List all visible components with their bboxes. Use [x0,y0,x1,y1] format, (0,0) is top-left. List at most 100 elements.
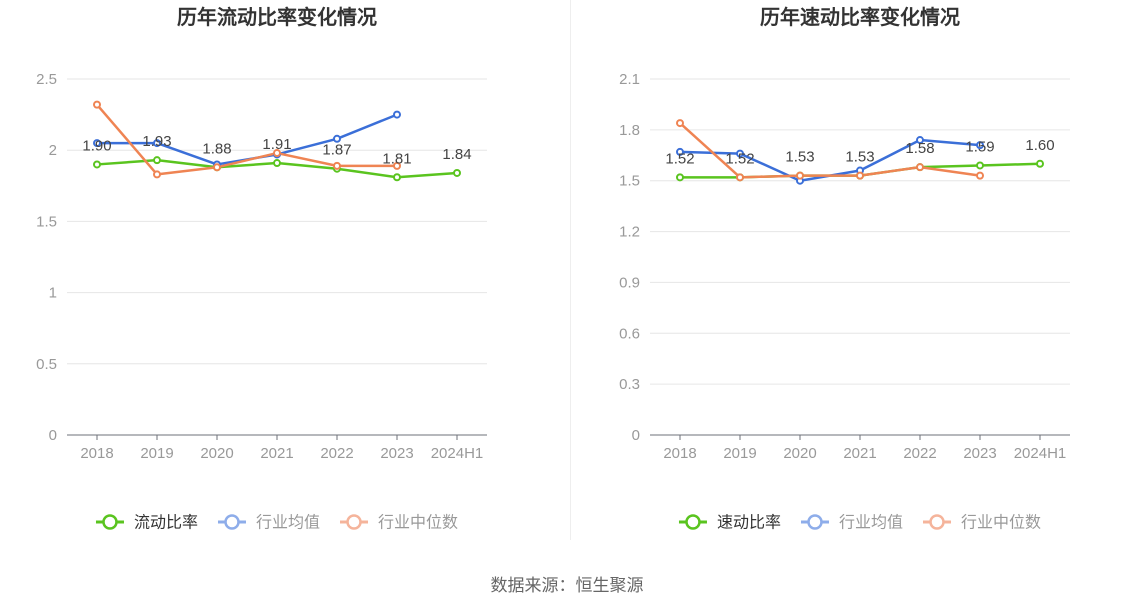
data-point [676,173,684,182]
y-tick-label: 1.8 [619,122,640,139]
data-label: 1.60 [1025,137,1054,154]
y-tick-label: 0 [49,427,57,444]
data-labels: 1.52 1.52 1.53 1.53 1.58 1.59 1.60 [665,137,1054,168]
legend-label: 行业中位数 [961,514,1041,532]
chart-divider [570,0,571,540]
y-tick-label: 2 [49,142,57,159]
data-label: 1.59 [965,138,994,155]
legend-label: 流动比率 [134,514,198,532]
data-point [153,170,161,179]
data-point [916,136,924,145]
data-point [93,139,101,148]
x-axis: 2018 2019 2020 2021 2022 2023 2024H1 [650,434,1070,462]
x-tick-label: 2021 [843,445,876,462]
legend-item[interactable]: 行业中位数 [923,514,1041,532]
legend-label: 行业均值 [256,514,320,532]
data-point [333,134,341,143]
data-point [393,173,401,182]
data-point [676,119,684,128]
data-point [333,161,341,170]
legend-marker-icon [685,514,701,530]
x-tick-label: 2023 [380,445,413,462]
legend-marker-icon [102,514,118,530]
chart-title: 历年流动比率变化情况 [177,5,377,29]
y-tick-label: 0.3 [619,376,640,393]
data-point [273,149,281,158]
x-tick-label: 2020 [200,445,233,462]
data-label: 1.91 [262,136,291,153]
series-line [96,103,397,176]
legend-item[interactable]: 行业中位数 [340,514,458,532]
y-tick-label: 0 [632,427,640,444]
data-point [856,171,864,180]
data-label: 1.88 [202,140,231,157]
data-label: 1.90 [82,137,111,154]
x-tick-label: 2019 [723,445,756,462]
legend: 速动比率 行业均值 行业中位数 [678,514,1041,532]
y-axis: 0 0.5 1 1.5 2 2.5 [36,71,57,444]
x-tick-label: 2020 [783,445,816,462]
data-point [93,100,101,109]
legend-label: 行业均值 [839,514,903,532]
data-label: 1.52 [725,150,754,167]
data-label: 1.53 [785,149,814,166]
data-label: 1.53 [845,149,874,166]
x-tick-label: 2024H1 [431,445,484,462]
y-tick-label: 1.5 [619,173,640,190]
data-point [916,163,924,172]
y-tick-label: 2.1 [619,71,640,88]
data-point [273,159,281,168]
data-point [976,171,984,180]
legend-marker-icon [807,514,823,530]
data-point [736,149,744,158]
y-tick-label: 1.5 [36,213,57,230]
data-label: 1.93 [142,133,171,150]
data-point [153,156,161,165]
data-label: 1.52 [665,150,694,167]
legend-item[interactable]: 流动比率 [95,514,198,532]
y-tick-label: 1 [49,285,57,302]
x-tick-label: 2022 [903,445,936,462]
grid [650,78,1070,385]
x-tick-label: 2022 [320,445,353,462]
legend-marker-icon [929,514,945,530]
data-point [976,161,984,170]
x-tick-label: 2018 [663,445,696,462]
legend-label: 行业中位数 [378,514,458,532]
series-line [679,122,981,179]
data-point [153,139,161,148]
x-tick-label: 2018 [80,445,113,462]
y-tick-label: 2.5 [36,71,57,88]
x-tick-label: 2023 [963,445,996,462]
y-tick-label: 0.5 [36,356,57,373]
legend-label: 速动比率 [717,514,781,532]
data-point [393,110,401,119]
legend-marker-icon [346,514,362,530]
data-label: 1.84 [442,146,471,163]
y-axis: 0 0.3 0.6 0.9 1.2 1.5 1.8 2.1 [619,71,640,444]
data-point [676,147,684,156]
legend-marker-icon [224,514,240,530]
x-tick-label: 2024H1 [1014,445,1067,462]
legend-item[interactable]: 速动比率 [678,514,781,532]
x-axis: 2018 2019 2020 2021 2022 2023 2024H1 [67,434,487,462]
y-tick-label: 1.2 [619,224,640,241]
chart-title: 历年速动比率变化情况 [760,5,960,29]
legend-item[interactable]: 行业均值 [217,514,320,532]
y-tick-label: 0.6 [619,325,640,342]
legend-item[interactable]: 行业均值 [800,514,903,532]
data-point [976,141,984,150]
data-point [93,160,101,169]
data-point [1036,159,1044,168]
data-point [736,173,744,182]
data-point [213,163,221,172]
grid [67,78,487,365]
legend: 流动比率 行业均值 行业中位数 [95,514,458,532]
data-label: 1.81 [382,150,411,167]
x-tick-label: 2019 [140,445,173,462]
x-tick-label: 2021 [260,445,293,462]
series-layer [93,100,461,182]
series-layer [676,119,1044,185]
